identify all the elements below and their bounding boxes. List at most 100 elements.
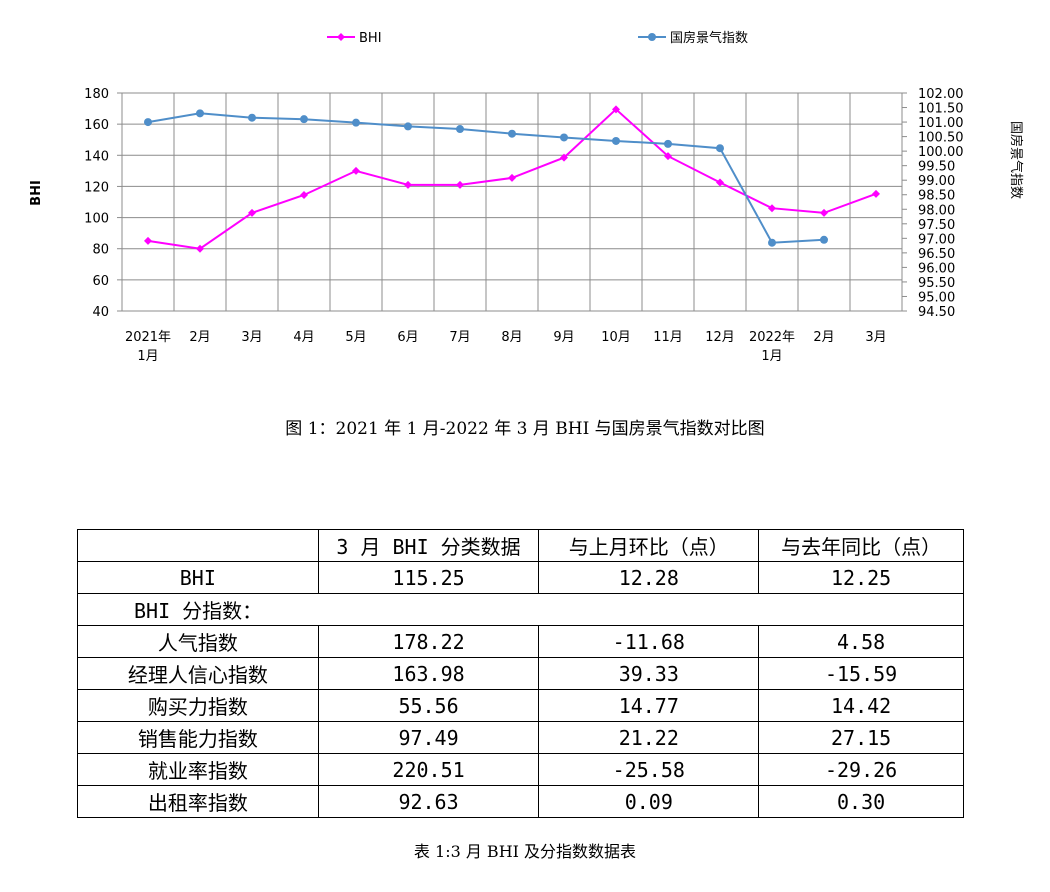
data-point-guofang (248, 113, 256, 122)
y2-tick-label: 95.50 (918, 276, 955, 291)
y2-tick-label: 96.00 (918, 261, 955, 276)
table-caption: 表 1:3 月 BHI 及分指数数据表 (413, 842, 637, 861)
table-cell: 14.77 (538, 689, 760, 722)
header-cell: 3 月 BHI 分类数据 (317, 529, 540, 562)
y2-tick-label: 96.50 (918, 247, 955, 262)
data-point-guofang (352, 118, 360, 127)
data-point-guofang (196, 109, 204, 118)
table-cell: -15.59 (758, 657, 964, 690)
y2-tick-label: 102.00 (918, 87, 964, 102)
table-section-row: BHI 分指数： (77, 593, 964, 626)
y2-tick-label: 100.50 (918, 131, 964, 146)
bhi-comparison-chart: 40 60 80 100 120 140 160 180 94.5095.0095.5096.0… (29, 30, 1024, 364)
data-point-bhi (456, 180, 464, 189)
x-tick-label: 9月 (553, 330, 574, 345)
header-cell: 与去年同比（点） (758, 529, 964, 562)
table-cell: 97.49 (317, 721, 540, 754)
table-row: 销售能力指数 97.49 21.22 27.15 (77, 721, 964, 754)
row-label: 出租率指数 (77, 785, 319, 818)
bhi-data-table: 3 月 BHI 分类数据 与上月环比（点） 与去年同比（点） BHI 115.2… (77, 529, 964, 818)
y2-axis-title: 国房景气指数 (1008, 121, 1024, 199)
table-cell: 12.25 (758, 561, 964, 594)
y-tick-label: 100 (84, 212, 109, 227)
row-label: 购买力指数 (77, 689, 319, 722)
row-label: 人气指数 (77, 625, 319, 658)
x-tick-label: 11月 (653, 330, 683, 345)
data-point-bhi (612, 105, 620, 114)
row-label: 经理人信心指数 (77, 657, 319, 690)
data-point-bhi (196, 244, 204, 253)
x-tick-label: 2022年 (749, 330, 795, 345)
y2-tick-label: 101.00 (918, 116, 964, 131)
table-cell: 12.28 (538, 561, 760, 594)
table-cell: 21.22 (538, 721, 760, 754)
x-tick-label: 2月 (189, 330, 210, 345)
y-tick-label: 160 (84, 118, 109, 133)
section-label: BHI 分指数： (77, 593, 964, 626)
data-point-guofang (612, 136, 620, 145)
x-tick-label: 12月 (705, 330, 735, 345)
x-tick-label: 5月 (345, 330, 366, 345)
x-tick-label: 4月 (293, 330, 314, 345)
y2-tick-label: 94.50 (918, 305, 955, 320)
data-point-bhi (872, 189, 880, 198)
table-cell: 92.63 (317, 785, 540, 818)
data-point-guofang (820, 235, 828, 244)
x-tick-label: 6月 (397, 330, 418, 345)
x-tick-label: 2021年 (125, 330, 171, 345)
table-cell: 163.98 (317, 657, 540, 690)
x-tick-label: 10月 (601, 330, 631, 345)
table-row-bhi: BHI 115.25 12.28 12.25 (77, 561, 964, 594)
data-point-bhi (820, 208, 828, 217)
table-cell: 115.25 (317, 561, 540, 594)
y-tick-label: 60 (92, 274, 109, 289)
y2-tick-label: 95.00 (918, 290, 955, 305)
data-point-guofang (716, 144, 724, 153)
row-label: BHI (77, 561, 319, 594)
row-label: 就业率指数 (77, 753, 319, 786)
legend-label: 国房景气指数 (670, 30, 748, 46)
y2-tick-label: 98.50 (918, 189, 955, 204)
table-cell: 0.30 (758, 785, 964, 818)
legend-swatch-marker (337, 33, 345, 41)
row-label: 销售能力指数 (77, 721, 319, 754)
x-tick-label: 1月 (761, 349, 782, 364)
y-tick-label: 140 (84, 149, 109, 164)
table-cell: 0.09 (538, 785, 760, 818)
table-cell: 4.58 (758, 625, 964, 658)
y2-tick-label: 100.00 (918, 145, 964, 160)
y2-tick-label: 99.00 (918, 174, 955, 189)
header-cell (77, 529, 319, 562)
table-row: 经理人信心指数 163.98 39.33 -15.59 (77, 657, 964, 690)
table-cell: 220.51 (317, 753, 540, 786)
table-cell: 27.15 (758, 721, 964, 754)
table-cell: -11.68 (538, 625, 760, 658)
data-point-bhi (352, 166, 360, 175)
data-point-bhi (664, 152, 672, 161)
y2-tick-label: 98.00 (918, 203, 955, 218)
data-point-bhi (404, 180, 412, 189)
y2-tick-label: 97.50 (918, 218, 955, 233)
header-cell: 与上月环比（点） (538, 529, 760, 562)
table-cell: -29.26 (758, 753, 964, 786)
data-point-guofang (768, 238, 776, 247)
table-cell: -25.58 (538, 753, 760, 786)
data-point-guofang (404, 122, 412, 131)
x-tick-label: 3月 (865, 330, 886, 345)
table-cell: 55.56 (317, 689, 540, 722)
legend-label: BHI (359, 31, 382, 46)
table-row: 人气指数 178.22 -11.68 4.58 (77, 625, 964, 658)
data-point-bhi (508, 173, 516, 182)
y-tick-label: 80 (92, 243, 109, 258)
plot-area (121, 92, 903, 312)
table-cell: 178.22 (317, 625, 540, 658)
table-row: 出租率指数 92.63 0.09 0.30 (77, 785, 964, 818)
data-point-bhi (144, 236, 152, 245)
table-row: 购买力指数 55.56 14.77 14.42 (77, 689, 964, 722)
data-point-guofang (456, 125, 464, 134)
x-tick-label: 8月 (501, 330, 522, 345)
x-tick-label: 2月 (813, 330, 834, 345)
x-tick-label: 1月 (137, 349, 158, 364)
x-tick-label: 7月 (449, 330, 470, 345)
data-point-guofang (664, 139, 672, 148)
